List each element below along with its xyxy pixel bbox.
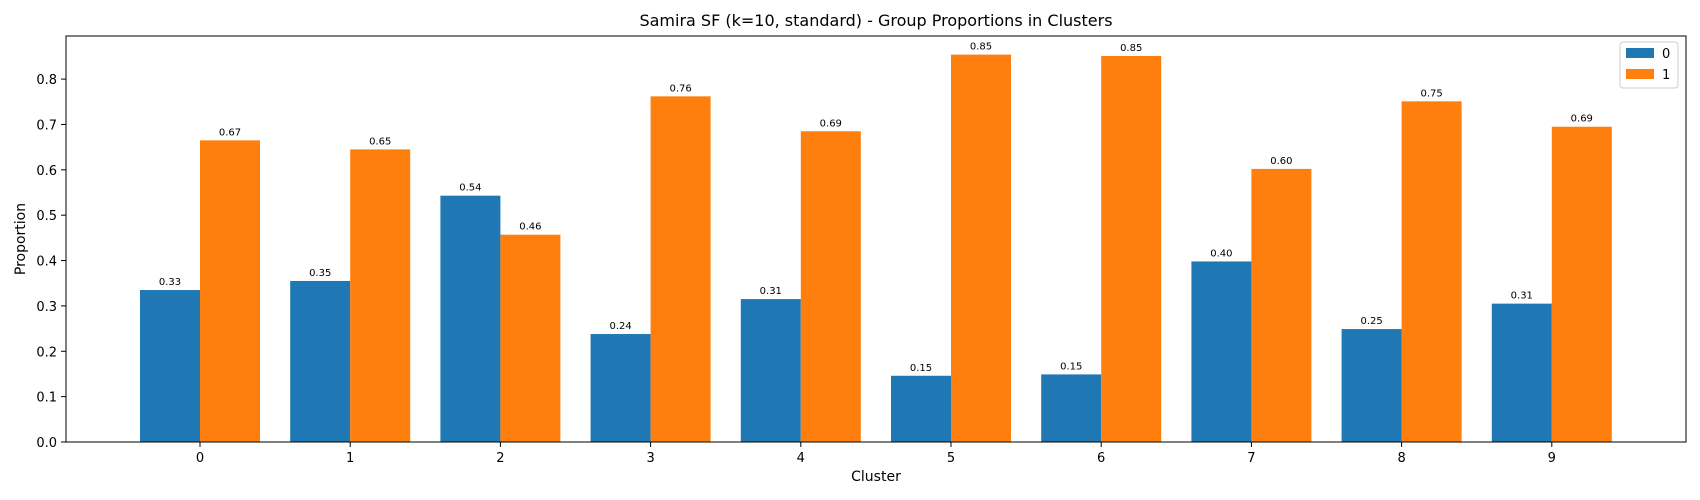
data-label-series-1-cluster-3: 0.76 xyxy=(669,83,691,94)
data-label-series-0-cluster-2: 0.54 xyxy=(459,183,481,194)
x-tick-label: 2 xyxy=(496,451,504,466)
bar-series-0-cluster-7 xyxy=(1191,261,1252,442)
bars-group xyxy=(140,54,1612,443)
data-label-series-0-cluster-7: 0.40 xyxy=(1210,248,1232,259)
x-tick-label: 5 xyxy=(947,451,955,466)
bar-series-1-cluster-7 xyxy=(1251,168,1312,442)
data-label-series-0-cluster-5: 0.15 xyxy=(910,363,932,374)
y-tick-label: 0.3 xyxy=(36,300,57,315)
bar-series-0-cluster-6 xyxy=(1041,374,1102,442)
y-tick-label: 0.6 xyxy=(36,164,57,179)
data-label-series-1-cluster-0: 0.67 xyxy=(219,127,241,138)
plot-frame xyxy=(65,35,1687,443)
y-tick-label: 0.1 xyxy=(36,391,57,406)
bar-series-1-cluster-3 xyxy=(650,96,711,443)
bar-series-0-cluster-0 xyxy=(140,290,200,442)
data-label-series-0-cluster-6: 0.15 xyxy=(1060,361,1082,372)
y-tick-label: 0.0 xyxy=(36,436,57,451)
legend-swatch-series-1 xyxy=(1626,69,1654,79)
y-tick-label: 0.7 xyxy=(36,118,57,133)
bar-series-0-cluster-5 xyxy=(891,375,951,442)
data-label-series-0-cluster-8: 0.25 xyxy=(1360,316,1382,327)
y-axis: 0.0 0.1 0.2 0.3 0.4 0.5 0.6 0.7 0.8 xyxy=(36,73,66,451)
bar-series-1-cluster-2 xyxy=(500,234,561,442)
bar-series-1-cluster-6 xyxy=(1101,55,1162,442)
x-tick-label: 7 xyxy=(1247,451,1255,466)
y-tick-label: 0.5 xyxy=(36,209,57,224)
bar-series-0-cluster-3 xyxy=(590,334,651,442)
legend-label-series-0: 0 xyxy=(1662,47,1670,62)
bar-series-0-cluster-8 xyxy=(1341,329,1402,442)
data-label-series-1-cluster-7: 0.60 xyxy=(1270,156,1292,167)
bar-series-0-cluster-2 xyxy=(440,195,501,442)
x-axis: 0 1 2 3 4 5 6 7 8 9 xyxy=(196,442,1556,466)
x-tick-label: 8 xyxy=(1397,451,1405,466)
bar-series-0-cluster-4 xyxy=(740,299,801,442)
bar-series-0-cluster-9 xyxy=(1491,303,1552,442)
bar-series-1-cluster-8 xyxy=(1401,101,1462,442)
legend-swatch-series-0 xyxy=(1626,48,1654,58)
data-label-series-0-cluster-0: 0.33 xyxy=(159,277,181,288)
bar-series-1-cluster-9 xyxy=(1551,126,1612,442)
data-label-series-0-cluster-9: 0.31 xyxy=(1511,291,1533,302)
y-tick-label: 0.2 xyxy=(36,345,57,360)
bar-series-0-cluster-1 xyxy=(290,280,351,442)
data-label-series-1-cluster-8: 0.75 xyxy=(1420,88,1442,99)
data-label-series-1-cluster-6: 0.85 xyxy=(1120,43,1142,54)
data-label-series-0-cluster-4: 0.31 xyxy=(760,286,782,297)
y-axis-label: Proportion xyxy=(13,203,29,275)
legend-label-series-1: 1 xyxy=(1662,68,1670,83)
x-tick-label: 9 xyxy=(1548,451,1556,466)
data-labels-group: 0.33 0.35 0.54 0.24 0.31 0.15 0.15 0.40 0.25 0.31… xyxy=(159,42,1593,374)
legend: 01 xyxy=(1619,41,1679,89)
x-tick-label: 4 xyxy=(797,451,805,466)
y-tick-label: 0.8 xyxy=(36,73,57,88)
x-tick-label: 0 xyxy=(196,451,204,466)
data-label-series-0-cluster-1: 0.35 xyxy=(309,268,331,279)
bar-series-1-cluster-5 xyxy=(951,54,1011,443)
data-label-series-1-cluster-4: 0.69 xyxy=(820,118,842,129)
bar-series-1-cluster-4 xyxy=(800,131,861,442)
x-tick-label: 3 xyxy=(646,451,654,466)
bar-series-1-cluster-0 xyxy=(200,140,260,442)
data-label-series-1-cluster-1: 0.65 xyxy=(369,136,391,147)
data-label-series-1-cluster-2: 0.46 xyxy=(519,222,541,233)
bar-series-1-cluster-1 xyxy=(350,149,411,442)
data-label-series-1-cluster-5: 0.85 xyxy=(970,42,992,53)
data-label-series-1-cluster-9: 0.69 xyxy=(1571,114,1593,125)
data-label-series-0-cluster-3: 0.24 xyxy=(609,321,631,332)
x-axis-label: Cluster xyxy=(851,469,901,485)
y-tick-label: 0.4 xyxy=(36,255,57,270)
chart-title: Samira SF (k=10, standard) - Group Propo… xyxy=(639,11,1112,30)
x-tick-label: 6 xyxy=(1097,451,1105,466)
x-tick-label: 1 xyxy=(346,451,354,466)
